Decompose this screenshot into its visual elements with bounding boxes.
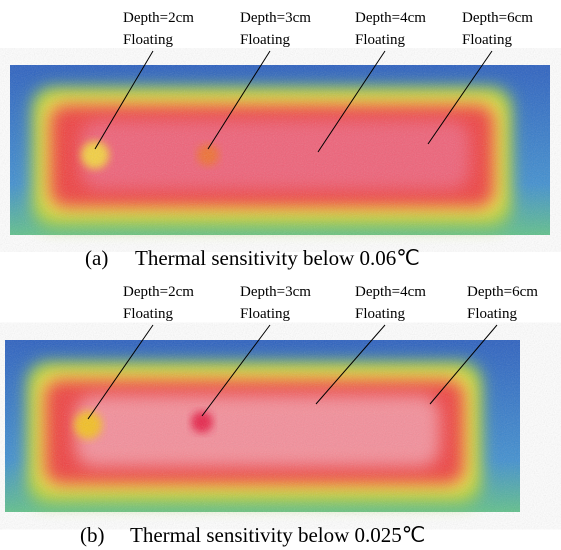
state-label: Floating [462,32,513,48]
leader-line [429,324,498,405]
leader-line [207,50,271,150]
leader-line [201,324,271,417]
leader-line [94,50,154,150]
state-label: Floating [240,306,291,322]
depth-label: Depth=4cm [355,284,426,300]
state-label: Floating [355,32,406,48]
leader-line [427,50,493,145]
thermal-image [5,340,520,512]
leader-line [87,324,154,420]
state-label: Floating [240,32,291,48]
leader-line [317,50,386,153]
caption-text: Thermal sensitivity below 0.025℃ [130,523,425,547]
state-label: Floating [355,306,406,322]
depth-label: Depth=4cm [355,10,426,26]
depth-label: Depth=2cm [123,10,194,26]
caption-tag: (a) [85,246,108,270]
leader-line [315,324,386,405]
caption-text: Thermal sensitivity below 0.06℃ [135,246,420,270]
caption-tag: (b) [80,523,105,547]
state-label: Floating [123,306,174,322]
state-label: Floating [123,32,174,48]
depth-label: Depth=3cm [240,10,311,26]
depth-label: Depth=6cm [462,10,533,26]
state-label: Floating [467,306,518,322]
depth-label: Depth=6cm [467,284,538,300]
thermal-image [10,65,550,235]
depth-label: Depth=2cm [123,284,194,300]
noise [5,340,520,512]
noise [10,65,550,235]
depth-label: Depth=3cm [240,284,311,300]
